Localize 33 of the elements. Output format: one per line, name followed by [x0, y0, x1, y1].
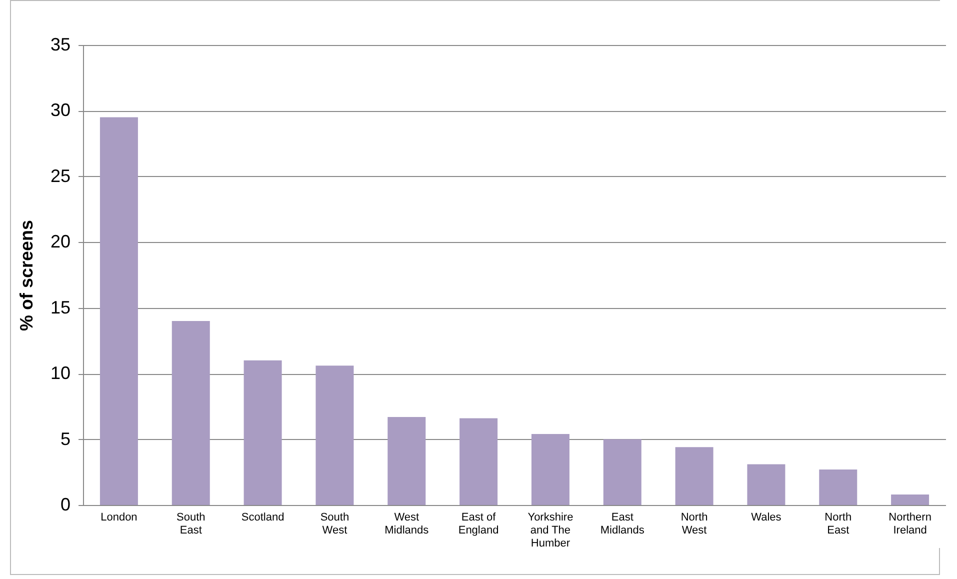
bar — [244, 360, 282, 505]
bar — [316, 366, 354, 505]
bar — [388, 416, 426, 505]
y-tick-label: 30 — [50, 100, 70, 120]
y-tick-label: 20 — [50, 232, 70, 252]
x-tick-label: North West — [680, 512, 708, 536]
x-tick-label: South West — [320, 512, 350, 536]
x-tick-label: South East — [176, 512, 206, 536]
y-tick-label: 25 — [50, 166, 70, 186]
x-tick-label: Wales — [751, 512, 782, 524]
bar — [891, 494, 930, 505]
bar — [100, 117, 138, 505]
x-tick-label: East of England — [458, 512, 499, 536]
bar — [819, 470, 858, 505]
x-tick-label: Yorkshire and The Humber — [528, 512, 574, 550]
bar — [603, 439, 642, 505]
x-tick-label: Northern Ireland — [888, 512, 932, 536]
x-tick-label: West Midlands — [384, 512, 430, 536]
y-tick-label: 10 — [50, 363, 70, 384]
y-tick-label: 5 — [60, 428, 70, 449]
x-tick-label: London — [100, 512, 138, 524]
bar — [172, 321, 210, 505]
y-tick-label: 35 — [50, 34, 70, 54]
y-tick-label: 15 — [50, 297, 70, 318]
y-tick-label: 0 — [60, 494, 70, 514]
bar — [747, 464, 786, 505]
x-tick-label: North East — [824, 512, 852, 536]
bar — [675, 447, 714, 505]
bar — [460, 418, 498, 505]
x-tick-label: East Midlands — [600, 512, 645, 536]
y-axis-title: % of screens — [16, 220, 36, 332]
bar — [531, 434, 570, 505]
x-tick-label: Scotland — [241, 512, 284, 524]
